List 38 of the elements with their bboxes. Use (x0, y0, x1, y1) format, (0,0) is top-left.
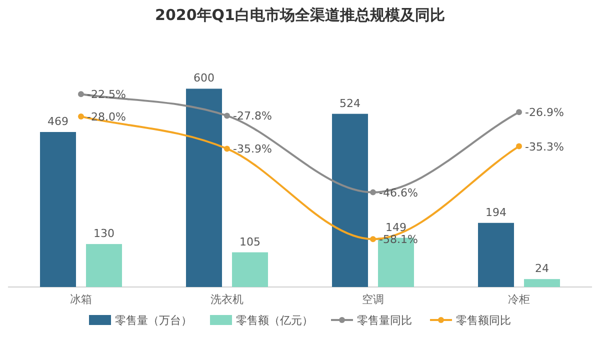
bar (186, 88, 222, 287)
bar (232, 252, 268, 287)
legend-label: 零售额（亿元） (236, 314, 313, 327)
legend-label: 零售量同比 (357, 314, 412, 327)
chart-title: 2020年Q1白电市场全渠道推总规模及同比 (155, 6, 445, 24)
data-label: -27.8% (233, 110, 272, 123)
data-label: -35.9% (233, 142, 272, 156)
data-label: 194 (486, 206, 506, 219)
bar (40, 132, 76, 287)
x-tick-label: 洗衣机 (210, 293, 244, 306)
bar (524, 279, 560, 287)
data-label: -26.9% (525, 106, 564, 120)
point (78, 91, 84, 98)
x-tick-label: 冷柜 (508, 293, 530, 306)
data-label: 105 (240, 235, 260, 248)
point (224, 112, 230, 119)
bar (86, 244, 122, 287)
data-label: 524 (340, 96, 360, 110)
data-label: -46.6% (379, 186, 418, 200)
x-tick-label: 空调 (362, 293, 384, 306)
data-label: -35.3% (525, 140, 564, 154)
data-label: -28.0% (87, 110, 126, 124)
data-label: 600 (194, 72, 214, 85)
legend-label: 零售量（万台） (115, 314, 192, 327)
point (516, 143, 522, 150)
legend-label: 零售额同比 (456, 314, 511, 327)
point (224, 146, 230, 152)
data-label: 130 (94, 227, 114, 240)
point (370, 189, 376, 196)
point (370, 236, 376, 242)
x-tick-label: 冰箱 (70, 293, 92, 306)
bar (478, 222, 514, 287)
data-label: 469 (48, 115, 68, 128)
data-label: 149 (386, 220, 406, 234)
data-label: 24 (535, 262, 549, 276)
bar (332, 114, 368, 287)
point (78, 114, 84, 120)
point (516, 109, 522, 116)
